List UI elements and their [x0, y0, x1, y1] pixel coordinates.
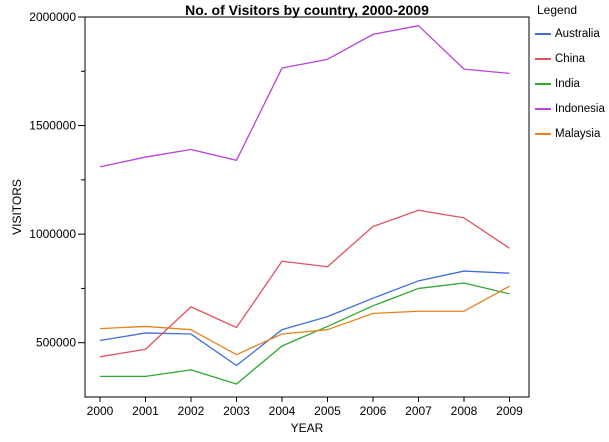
legend-title: Legend [537, 3, 578, 17]
series-line-indonesia [99, 25, 510, 168]
legend-item-label: Indonesia [555, 102, 605, 115]
legend: Legend Australia China India Indonesia Malay… [535, 3, 609, 146]
y-tick-label: 1000000 [29, 227, 76, 241]
plot-frame [84, 16, 530, 398]
legend-item-indonesia: Indonesia [535, 96, 609, 121]
y-tick-label: 2000000 [29, 10, 76, 24]
chart-title: No. of Visitors by country, 2000-2009 [185, 2, 429, 18]
x-tick-label: 2003 [223, 404, 250, 418]
legend-swatch-icon [535, 107, 551, 110]
legend-swatch-icon [535, 82, 551, 85]
legend-item-australia: Australia [535, 21, 609, 46]
legend-item-label: India [555, 77, 580, 90]
x-tick-label: 2004 [269, 404, 296, 418]
legend-item-malaysia: Malaysia [535, 121, 609, 146]
x-tick-label: 2000 [87, 404, 114, 418]
series-line-india [100, 282, 510, 385]
x-tick-label: 2009 [496, 404, 523, 418]
legend-item-india: India [535, 71, 609, 96]
legend-swatch-icon [535, 32, 551, 35]
legend-item-label: Australia [555, 27, 600, 40]
y-tick-label: 500000 [36, 336, 76, 350]
x-tick-label: 2006 [360, 404, 387, 418]
legend-item-label: Malaysia [555, 127, 601, 140]
y-axis-label: VISITORS [10, 179, 24, 235]
legend-swatch-icon [535, 57, 551, 60]
x-tick-label: 2001 [132, 404, 159, 418]
series-line-malaysia [99, 285, 510, 356]
series-line-china [99, 209, 510, 358]
x-tick-label: 2007 [405, 404, 432, 418]
y-tick-label: 1500000 [29, 119, 76, 133]
x-tick-label: 2002 [178, 404, 205, 418]
x-tick-label: 2005 [314, 404, 341, 418]
x-tick-label: 2008 [451, 404, 478, 418]
x-axis-label: YEAR [290, 421, 324, 435]
legend-item-label: China [555, 52, 586, 65]
legend-item-china: China [535, 46, 609, 71]
legend-items: Australia China India Indonesia Malaysia [535, 21, 609, 146]
series-line-australia [99, 270, 510, 367]
legend-swatch-icon [535, 132, 551, 135]
